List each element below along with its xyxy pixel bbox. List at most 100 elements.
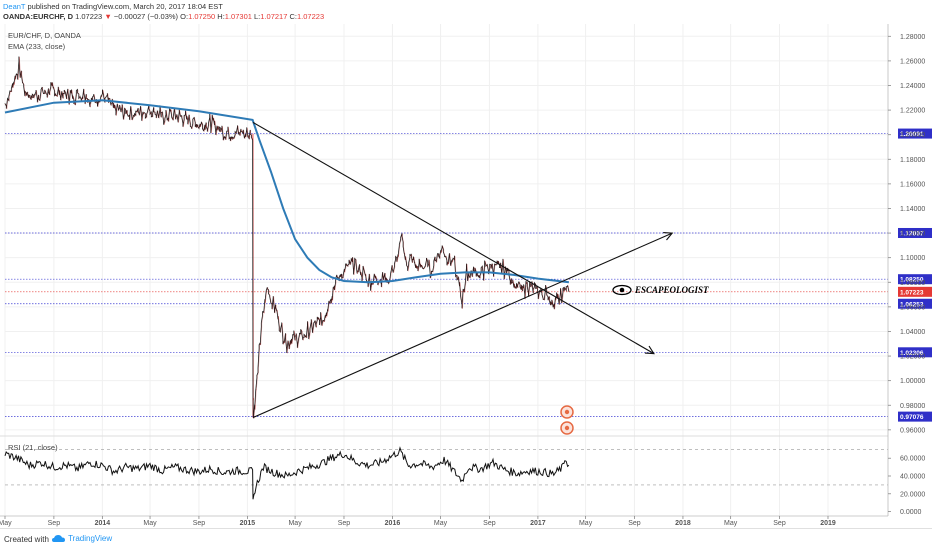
annotation-text: ESCAPEOLOGIST (634, 285, 709, 295)
projection-arrows[interactable] (644, 232, 674, 355)
level-tag (898, 347, 932, 358)
time-tick-label: Sep (48, 520, 61, 527)
time-tick-label: 2018 (675, 520, 691, 527)
price-tick-label: 1.02000 (900, 354, 925, 361)
price-tick-label: 1.24000 (900, 83, 925, 90)
trendlines[interactable] (252, 121, 673, 419)
arrowhead-icon (663, 232, 674, 241)
last-price-tag (898, 286, 932, 297)
rsi-legend: RSI (21, close) (8, 443, 58, 452)
rsi-tick-label: 40.0000 (900, 474, 925, 481)
last-price-tag-label: 1.07223 (900, 289, 924, 296)
author-link[interactable]: DeanT (3, 2, 26, 11)
level-tag (898, 298, 932, 309)
ema-line (4, 99, 570, 284)
time-tick-label: 2016 (385, 520, 401, 527)
price-tick-label: 1.26000 (900, 58, 925, 65)
price-series (4, 56, 570, 419)
escapeologist-annotation: ESCAPEOLOGIST (612, 284, 709, 296)
close-label: C: (289, 12, 298, 21)
publish-info: published on TradingView.com, March 20, … (25, 2, 223, 11)
ohlc-line: OANDA:EURCHF, D 1.07223 ▼ −0.00027 (−0.0… (3, 11, 324, 22)
created-with-label: Created with (4, 535, 49, 544)
level-tag-label: 1.20091 (900, 131, 924, 138)
eye-pupil-icon (619, 287, 625, 293)
arrowhead-icon (644, 345, 655, 355)
price-tick-label: 1.20000 (900, 132, 925, 139)
time-tick-label: Sep (483, 520, 496, 527)
high-value: 1.07301 (224, 12, 252, 21)
event-dot-icon (564, 409, 570, 415)
price-tick-label: 0.96000 (900, 427, 925, 434)
time-tick-label: May (288, 520, 302, 527)
price-tick-label: 1.08000 (900, 280, 925, 287)
open-value: 1.07250 (188, 12, 216, 21)
chart-canvas[interactable]: 1.20091 1.12007 1.08250 1.06253 1.02306 0.970… (0, 24, 932, 528)
level-tag-label: 1.06253 (900, 301, 924, 308)
down-arrow-icon: ▼ (104, 12, 112, 21)
time-tick-label: 2014 (95, 520, 111, 527)
low-value: 1.07217 (260, 12, 288, 21)
eye-icon (612, 284, 632, 296)
price-tick-label: 1.12000 (900, 231, 925, 238)
rsi-axis[interactable]: 0.0000 20.0000 40.0000 60.0000 (888, 456, 925, 516)
low-label: L: (254, 12, 261, 21)
level-tag-label: 1.08250 (900, 277, 924, 284)
chart-header: DeanT published on TradingView.com, Marc… (0, 0, 932, 24)
time-tick-label: Sep (628, 520, 641, 527)
price-tick-label: 1.00000 (900, 378, 925, 385)
tradingview-brand: TradingView (68, 534, 113, 543)
open-label: O: (180, 12, 189, 21)
level-tag (898, 227, 932, 238)
price-tick-label: 1.04000 (900, 329, 925, 336)
time-tick-label: Sep (338, 520, 351, 527)
time-tick-label: May (0, 520, 12, 527)
price-tick-label: 1.06000 (900, 304, 925, 311)
rsi-pane (0, 435, 888, 486)
event-markers[interactable] (560, 405, 574, 435)
price-tick-label: 1.14000 (900, 206, 925, 213)
price-line (4, 56, 570, 419)
ema-legend: EMA (233, close) (8, 42, 66, 51)
price-tick-label: 1.16000 (900, 181, 925, 188)
price-tick-label: 1.28000 (900, 34, 925, 41)
time-tick-label: 2015 (240, 520, 256, 527)
time-tick-label: May (143, 520, 157, 527)
rsi-tick-label: 60.0000 (900, 456, 925, 463)
high-label: H: (217, 12, 225, 21)
price-tick-label: 0.98000 (900, 403, 925, 410)
last-price: 1.07223 (75, 12, 103, 21)
time-tick-label: Sep (193, 520, 206, 527)
footer: Created with TradingView (0, 528, 932, 551)
price-tick-label: 1.18000 (900, 157, 925, 164)
rsi-tick-label: 20.0000 (900, 491, 925, 498)
publish-line: DeanT published on TradingView.com, Marc… (3, 1, 223, 12)
price-axis[interactable]: 0.96000 0.98000 1.00000 1.02000 1.04000 1.060… (887, 24, 925, 516)
rsi-line (4, 446, 570, 500)
tradingview-logo[interactable]: TradingView (52, 534, 112, 543)
time-tick-label: May (724, 520, 738, 527)
time-tick-label: May (579, 520, 593, 527)
time-tick-label: Sep (773, 520, 786, 527)
level-tag-label: 0.97076 (900, 414, 924, 421)
tradingview-cloud-icon (52, 535, 65, 543)
time-tick-label: May (434, 520, 448, 527)
trendline-ascending[interactable] (252, 232, 673, 419)
level-tag (898, 128, 932, 139)
symbol-label: OANDA:EURCHF, D (3, 12, 73, 21)
price-wick-overlay (5, 56, 570, 419)
event-dot-icon (564, 425, 570, 431)
price-tick-label: 1.10000 (900, 255, 925, 262)
close-value: 1.07223 (297, 12, 325, 21)
time-tick-label: 2019 (820, 520, 836, 527)
price-tick-label: 1.22000 (900, 108, 925, 115)
time-axis[interactable]: May Sep 2014 May Sep 2015 May Sep 2016 May Sep 2017… (0, 515, 888, 527)
horizontal-levels[interactable]: 1.20091 1.12007 1.08250 1.06253 1.02306 0.970… (5, 128, 932, 422)
level-tag (898, 274, 932, 285)
trendline-descending[interactable] (252, 121, 655, 355)
price-change: −0.00027 (−0.03%) (113, 12, 179, 21)
level-tag-label: 1.12007 (900, 230, 924, 237)
rsi-tick-label: 0.0000 (900, 509, 922, 516)
symbol-legend: EUR/CHF, D, OANDA (8, 31, 81, 40)
level-tag (898, 411, 932, 422)
